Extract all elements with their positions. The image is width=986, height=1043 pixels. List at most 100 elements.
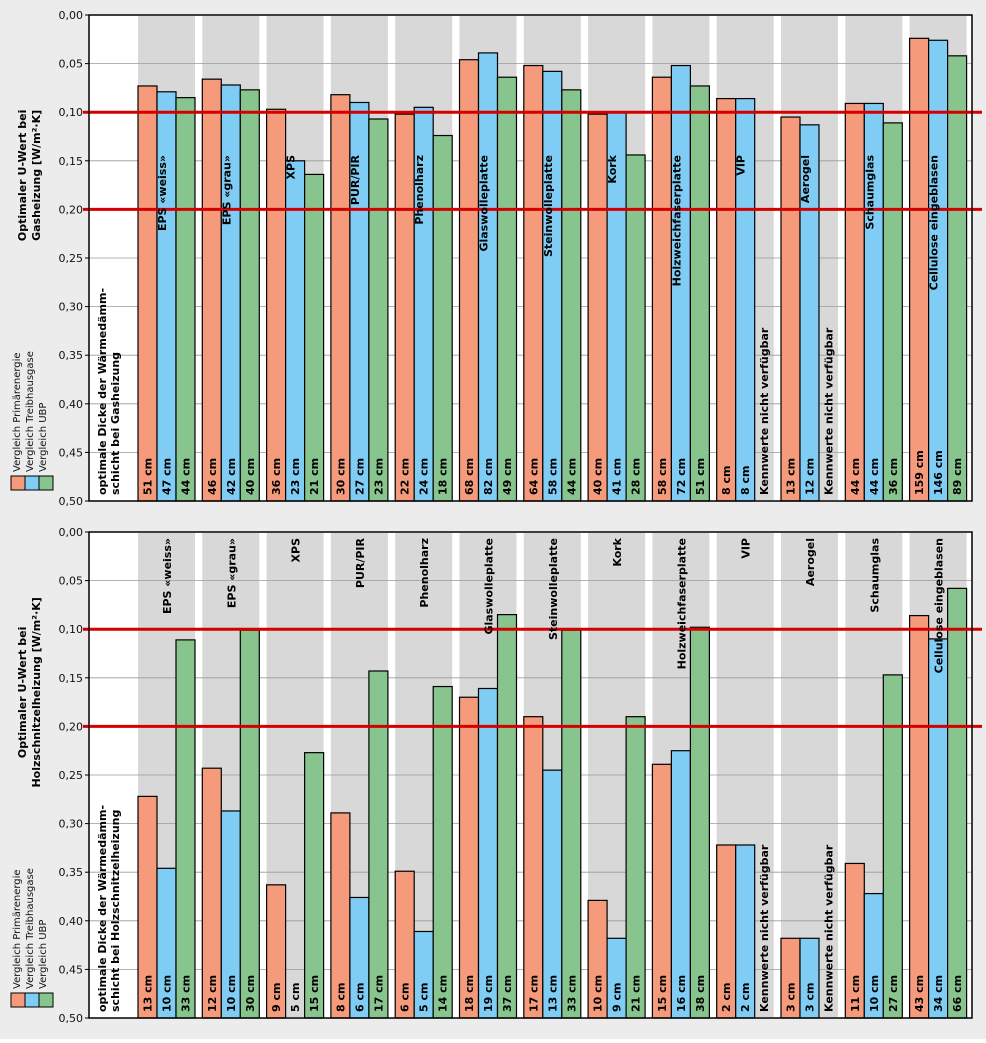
thickness-label: 44 cm <box>849 458 862 495</box>
bar-ubp <box>946 587 968 1019</box>
thickness-label: 22 cm <box>399 458 412 495</box>
thickness-label: 6 cm <box>353 983 366 1012</box>
category-label: Steinwolleplatte <box>542 155 555 257</box>
thickness-label: 41 cm <box>611 458 624 495</box>
bar-ubp <box>625 716 646 1019</box>
bar-ghg <box>927 638 949 1019</box>
thickness-label: 43 cm <box>913 975 926 1012</box>
bar-energy <box>908 37 930 502</box>
category-label: EPS «grau» <box>220 155 233 225</box>
bar-ubp <box>304 173 325 502</box>
thickness-label: 3 cm <box>804 983 817 1012</box>
thickness-label: 44 cm <box>180 458 193 495</box>
not-available-label: Kennwerte nicht verfügbar <box>823 327 836 495</box>
thickness-label: 13 cm <box>546 975 559 1012</box>
y-tick-label: 0,40 <box>59 398 84 411</box>
thickness-label: 18 cm <box>437 458 450 495</box>
thickness-axis-label: schicht bei Gasheizung <box>109 352 122 495</box>
legend-label: Vergleich UBP <box>38 403 49 472</box>
bar-ubp <box>689 85 711 502</box>
thickness-label: 49 cm <box>501 458 514 495</box>
thickness-label: 8 cm <box>720 466 733 495</box>
legend-label: Vergleich Treibhausgase <box>25 351 36 472</box>
category-label: XPS <box>285 155 298 180</box>
thickness-label: 33 cm <box>565 975 578 1012</box>
thickness-label: 146 cm <box>932 450 945 495</box>
bar-ubp <box>496 76 518 502</box>
category-label: Holzweichfaserplatte <box>670 155 683 286</box>
thickness-label: 2 cm <box>720 983 733 1012</box>
category-label: Glaswolleplatte <box>483 538 496 635</box>
bar-energy <box>523 716 544 1019</box>
bar-energy <box>458 59 480 502</box>
bar-ghg <box>156 91 177 502</box>
thickness-label: 72 cm <box>675 458 688 495</box>
thickness-label: 10 cm <box>592 975 605 1012</box>
category-label: Kork <box>606 154 619 183</box>
thickness-label: 12 cm <box>804 458 817 495</box>
thickness-label: 47 cm <box>161 458 174 495</box>
thickness-label: 9 cm <box>611 983 624 1012</box>
thickness-label: 12 cm <box>206 975 219 1012</box>
bar-ghg <box>542 70 563 502</box>
not-available-label: Kennwerte nicht verfügbar <box>823 844 836 1012</box>
y-tick-label: 0,10 <box>59 623 84 636</box>
thickness-label: 6 cm <box>399 983 412 1012</box>
y-tick-label: 0,00 <box>59 9 84 22</box>
thickness-label: 5 cm <box>418 983 431 1012</box>
bar-energy <box>651 76 673 502</box>
category-label: Schaumglas <box>868 538 881 613</box>
thickness-label: 10 cm <box>868 975 881 1012</box>
legend-label: Vergleich UBP <box>38 920 49 989</box>
thickness-label: 40 cm <box>592 458 605 495</box>
category-label: Schaumglas <box>863 155 876 230</box>
category-label: Cellulose eingeblasen <box>933 538 946 673</box>
thickness-label: 27 cm <box>353 458 366 495</box>
thickness-label: 15 cm <box>308 975 321 1012</box>
thickness-label: 46 cm <box>206 458 219 495</box>
legend: Vergleich Primärenergie Vergleich Treibha… <box>10 868 54 1008</box>
thickness-label: 9 cm <box>270 983 283 1012</box>
thickness-label: 16 cm <box>675 975 688 1012</box>
thickness-label: 51 cm <box>142 458 155 495</box>
y-axis-title: Gasheizung [W/m²·K] <box>30 110 43 241</box>
y-tick-label: 0,50 <box>59 1012 84 1025</box>
thickness-label: 40 cm <box>244 458 257 495</box>
bar-energy <box>330 94 351 502</box>
y-axis-title: Optimaler U-Wert bei <box>16 627 29 758</box>
y-tick-label: 0,05 <box>59 58 84 71</box>
legend: Vergleich Primärenergie Vergleich Treibha… <box>10 351 54 491</box>
y-tick-label: 0,40 <box>59 915 84 928</box>
bar-energy <box>266 108 287 502</box>
category-label: Phenolharz <box>418 538 431 608</box>
chart-panel-1: 0,00 0,05 0,10 0,15 0,20 0,25 0,30 0,35 0,40 0,45… <box>10 9 982 508</box>
thickness-label: 36 cm <box>887 458 900 495</box>
thickness-label: 5 cm <box>289 983 302 1012</box>
thickness-axis-label: schicht bei Holzschnitzelheizung <box>109 810 122 1012</box>
thickness-label: 30 cm <box>244 975 257 1012</box>
category-label: Steinwolleplatte <box>547 538 560 640</box>
y-tick-label: 0,35 <box>59 349 84 362</box>
bar-ubp <box>432 685 453 1019</box>
bar-ghg <box>477 52 499 502</box>
thickness-label: 58 cm <box>546 458 559 495</box>
y-tick-label: 0,00 <box>59 526 84 539</box>
thickness-label: 23 cm <box>289 458 302 495</box>
thickness-label: 159 cm <box>913 450 926 495</box>
thickness-label: 13 cm <box>785 458 798 495</box>
thickness-label: 30 cm <box>334 458 347 495</box>
bar-energy <box>458 696 480 1019</box>
bar-energy <box>394 113 415 502</box>
thickness-label: 21 cm <box>308 458 321 495</box>
category-label: Glaswolleplatte <box>478 155 491 252</box>
thickness-label: 21 cm <box>630 975 643 1012</box>
bar-ubp <box>882 122 903 502</box>
bar-energy <box>716 97 737 502</box>
thickness-label: 51 cm <box>694 458 707 495</box>
legend-swatch-ubp <box>38 475 54 491</box>
thickness-label: 68 cm <box>463 458 476 495</box>
thickness-label: 3 cm <box>785 983 798 1012</box>
thickness-label: 2 cm <box>739 983 752 1012</box>
plot-frame <box>88 14 973 502</box>
